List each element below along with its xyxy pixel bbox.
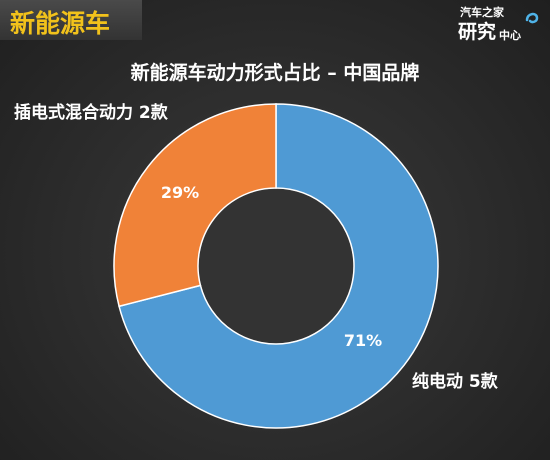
slice-percent-label: 29% — [161, 183, 199, 202]
logo-line3: 中心 — [499, 29, 521, 42]
slice-percent-label: 71% — [344, 331, 382, 350]
slice-category-label: 插电式混合动力 2款 — [14, 102, 169, 123]
header-tag-label: 新能源车 — [10, 9, 111, 38]
brand-logo: 汽车之家 研究 中心 — [458, 4, 539, 48]
header-tag: 新能源车 — [0, 0, 142, 40]
logo-line2: 研究 — [458, 21, 497, 43]
donut-hole — [199, 189, 353, 343]
donut-slice-bev — [118, 103, 439, 429]
logo-swoosh-icon — [525, 12, 539, 24]
donut-slice-phev — [113, 103, 277, 308]
logo-line1: 汽车之家 — [460, 6, 504, 19]
chart-title: 新能源车动力形式占比 – 中国品牌 — [130, 62, 420, 84]
slice-category-label: 纯电动 5款 — [412, 371, 499, 392]
